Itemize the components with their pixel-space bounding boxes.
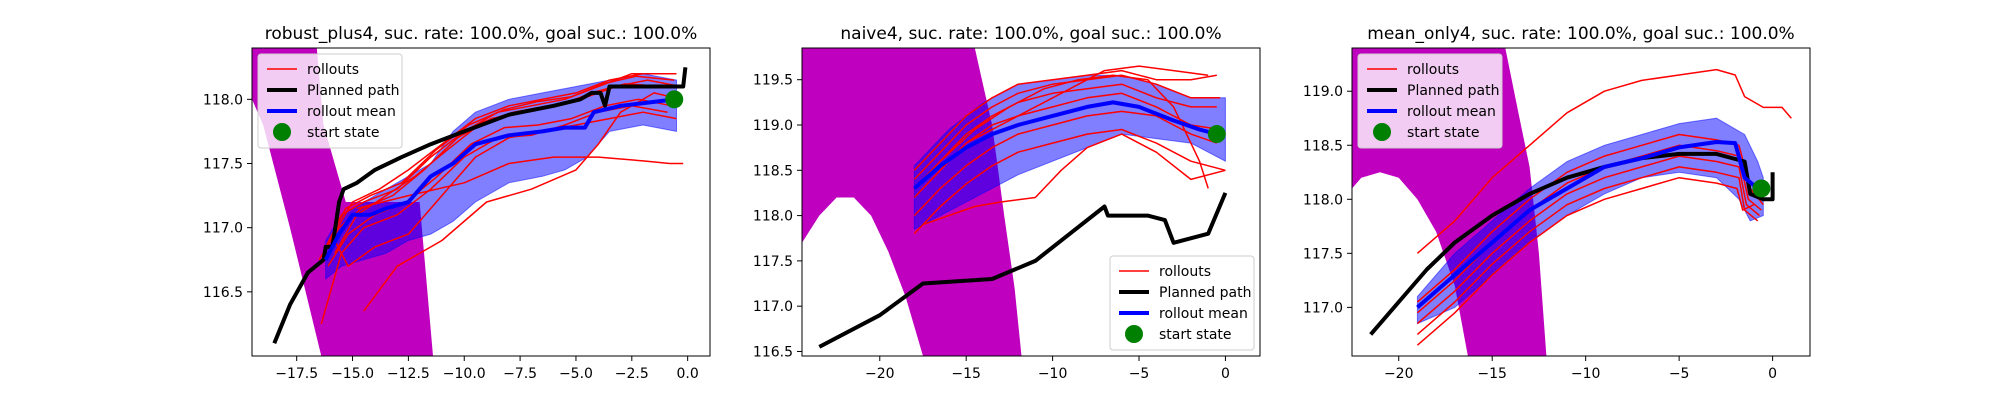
rollout-line-2 [913, 74, 1221, 180]
legend: rollouts Planned path rollout mean start st… [257, 53, 403, 149]
x-tick-label: −15.0 [331, 366, 374, 382]
rollout-line-1 [1416, 68, 1792, 254]
y-tick-label: 116.5 [753, 344, 793, 360]
start-state-marker [665, 90, 684, 109]
y-tick-label: 117.0 [1303, 300, 1343, 316]
legend-label: rollouts [1407, 62, 1459, 78]
x-tick-label: −2.5 [615, 366, 649, 382]
legend-box [257, 53, 403, 149]
rollout-mean-line [912, 100, 1218, 190]
x-tick-label: 0 [1768, 366, 1777, 382]
x-tick-label: −20 [865, 366, 895, 382]
legend-box [1109, 255, 1255, 351]
chart-panel-3: −20 −15 −10 −5 0 117.0 117.5 118.0 118.5 119.0 mea… [1303, 24, 1811, 382]
axes-frame [1351, 47, 1811, 357]
legend-label: start state [1159, 327, 1232, 343]
y-tick-label: 118.0 [1303, 192, 1343, 208]
rollout-line-6 [1416, 176, 1755, 346]
rollout-line-6 [327, 98, 673, 267]
planned-path-line [818, 192, 1228, 349]
rollout-line-8 [334, 111, 677, 267]
rollout-line-2 [325, 75, 675, 248]
legend-marker-start-state [1373, 123, 1391, 141]
rollout-line-10 [356, 156, 684, 210]
start-state-marker [1207, 125, 1226, 144]
y-tick-label: 117.5 [753, 254, 793, 270]
legend-box [1357, 53, 1503, 149]
legend-label: rollouts [1159, 264, 1211, 280]
obstacle-region [802, 48, 1022, 356]
y-tick-label: 118.0 [753, 209, 793, 225]
rollout-line-3 [329, 72, 677, 241]
legend-label: Planned path [1159, 285, 1251, 301]
legend-marker-start-state [273, 123, 291, 141]
y-tick-label: 119.0 [753, 118, 793, 134]
chart-title: naive4, suc. rate: 100.0%, goal suc.: 10… [840, 24, 1221, 44]
rollout-line-2 [1416, 133, 1764, 303]
x-tick-label: 0 [1221, 366, 1230, 382]
axes-frame [251, 47, 711, 357]
x-tick-label: −5.0 [559, 366, 593, 382]
y-tick-label: 117.5 [203, 157, 243, 173]
y-tick-label: 118.0 [203, 92, 243, 108]
plot-area [802, 48, 1228, 356]
x-tick-label: −5 [1129, 366, 1150, 382]
y-tick-label: 117.5 [1303, 246, 1343, 262]
x-tick-label: −15 [951, 366, 981, 382]
legend: rollouts Planned path rollout mean start st… [1357, 53, 1503, 149]
rollout-mean-line [1416, 140, 1759, 309]
rollout-line-5 [1416, 166, 1759, 335]
y-tick-label: 116.5 [203, 285, 243, 301]
rollout-line-9 [939, 74, 1209, 189]
legend-label: rollout mean [307, 104, 396, 120]
axes-frame [801, 47, 1261, 357]
legend-label: rollouts [307, 62, 359, 78]
planned-path-line [272, 67, 688, 344]
x-tick-label: −5 [1669, 366, 1690, 382]
legend-label: start state [1407, 125, 1480, 141]
y-tick-label: 118.5 [753, 163, 793, 179]
legend: rollouts Planned path rollout mean start st… [1109, 255, 1255, 351]
start-state-marker [1752, 179, 1771, 198]
y-tick-label: 118.5 [1303, 138, 1343, 154]
x-tick-label: −10.0 [443, 366, 486, 382]
y-tick-label: 117.0 [753, 299, 793, 315]
rollout-line-8 [965, 65, 1209, 144]
legend-label: start state [307, 125, 380, 141]
y-tick-label: 117.0 [203, 221, 243, 237]
y-tick-label: 119.5 [753, 73, 793, 89]
x-tick-label: −17.5 [275, 366, 318, 382]
x-tick-label: −10 [1038, 366, 1068, 382]
x-tick-label: −7.5 [503, 366, 537, 382]
chart-title: mean_only4, suc. rate: 100.0%, goal suc.… [1367, 24, 1794, 44]
chart-panel-1: −17.5 −15.0 −12.5 −10.0 −7.5 −5.0 −2.5 0.0 116.5… [203, 24, 711, 382]
rollout-line-7 [922, 133, 1226, 226]
rollout-mean-line [323, 97, 675, 261]
chart-title: robust_plus4, suc. rate: 100.0%, goal su… [265, 24, 698, 44]
chart-panel-2: −20 −15 −10 −5 0 116.5 117.0 117.5 118.0 118.5 119… [753, 24, 1261, 382]
rollout-line-1 [913, 69, 1217, 171]
rollout-line-6 [913, 128, 1226, 235]
y-tick-label: 119.0 [1303, 84, 1343, 100]
x-tick-label: −10 [1571, 366, 1601, 382]
x-tick-label: −12.5 [387, 366, 430, 382]
x-tick-label: −15 [1477, 366, 1507, 382]
legend-label: rollout mean [1407, 104, 1496, 120]
legend-label: rollout mean [1159, 306, 1248, 322]
x-tick-label: 0.0 [677, 366, 699, 382]
x-tick-label: −20 [1384, 366, 1414, 382]
rollout-line-4 [1416, 155, 1760, 325]
legend-label: Planned path [1407, 83, 1499, 99]
legend-marker-start-state [1125, 325, 1143, 343]
rollout-line-5 [913, 110, 1218, 217]
legend-label: Planned path [307, 83, 399, 99]
